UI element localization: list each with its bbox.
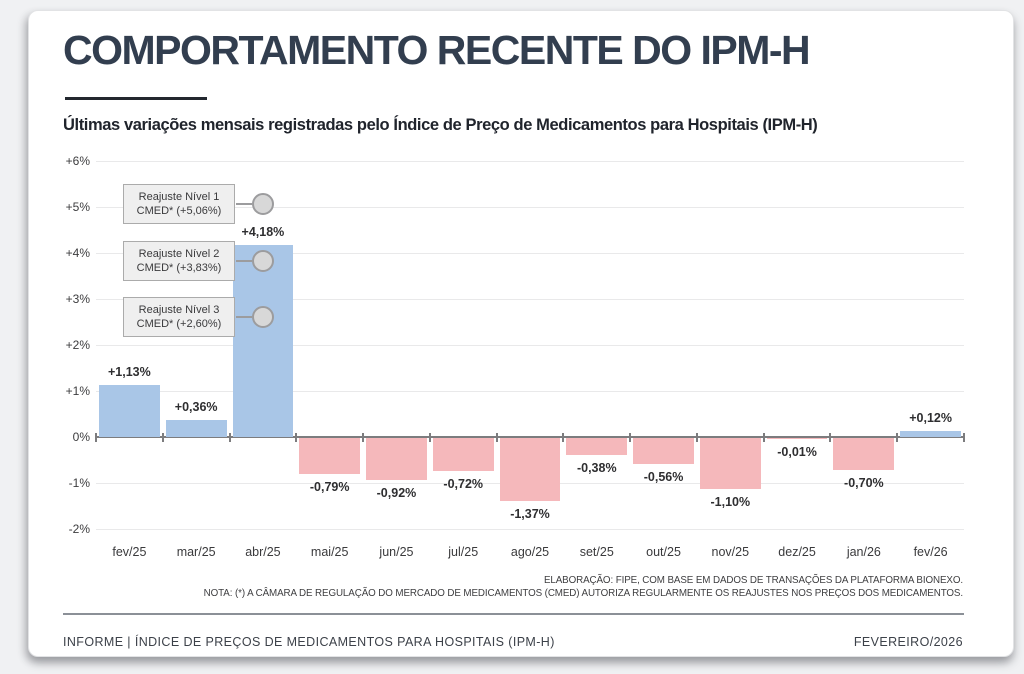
bar-value-label: -0,92% [376,486,417,501]
gridline [96,299,964,300]
bar-value-label: -0,70% [844,476,884,491]
y-axis-tick-label: +6% [65,154,90,168]
x-axis-tick [695,433,698,442]
x-axis-category-label: jan/26 [846,545,881,559]
x-axis-tick [963,433,965,442]
x-axis-category-label: fev/26 [913,545,948,559]
bar-value-label: +0,12% [909,411,952,426]
x-axis-tick [629,433,632,442]
bar-dez/25 [766,438,828,439]
x-axis-category-label: abr/25 [245,545,281,559]
bar-value-label: -0,72% [443,477,484,492]
bar-abr/25 [232,244,294,437]
annotation-line2: CMED* (+3,83%) [136,261,222,274]
annotation-line1: Reajuste Nível 2 [138,247,220,260]
gridline [96,529,964,530]
y-axis-tick-label: +2% [65,338,90,352]
y-axis-tick-label: +3% [65,292,90,306]
x-axis-category-label: jun/25 [379,545,414,559]
bar-set/25 [566,438,628,456]
bar-value-label: -0,56% [643,469,684,484]
annotation-marker-circle [251,249,274,272]
footer-divider [63,613,964,615]
bar-value-label: -1,10% [710,494,751,509]
x-axis-tick [228,433,231,442]
bar-fev/26 [900,431,961,437]
x-axis-category-label: dez/25 [778,545,816,559]
x-axis-tick [295,433,298,442]
annotation-box-nivel-3: Reajuste Nível 3 CMED* (+2,60%) [123,297,235,338]
bar-value-label: -0,01% [777,445,817,459]
bar-nov/25 [699,438,761,489]
x-axis-category-label: out/25 [646,545,681,559]
bar-ago/25 [499,438,561,502]
x-axis-category-label: mar/25 [176,545,216,559]
chart-subtitle: Últimas variações mensais registradas pe… [63,116,818,134]
annotation-connector [236,203,252,206]
gridline [96,253,964,254]
gridline [96,391,964,392]
x-axis-tick [362,433,365,442]
x-axis-tick [495,433,498,442]
x-axis-tick [829,433,832,442]
x-axis-tick [428,433,431,442]
page-title: COMPORTAMENTO RECENTE DO IPM-H [63,27,811,73]
x-axis-category-label: ago/25 [510,545,550,559]
bar-value-label: -0,79% [309,480,350,495]
bar-value-label: -1,37% [510,507,550,522]
x-axis-tick [95,433,97,442]
bar-jul/25 [432,438,494,472]
footer-report-name: INFORME | ÍNDICE DE PREÇOS DE MEDICAMENT… [63,635,555,649]
x-axis-tick [562,433,565,442]
plot-area: +6% +5% +4% +3% +2% +1% 0% -1% -2% +1,13% fev/25 +0… [66,154,965,559]
bar-value-label: +1,13% [108,365,151,380]
y-axis-tick-label: +1% [65,384,90,398]
annotation-line2: CMED* (+5,06%) [136,205,222,218]
y-axis-tick-label: -1% [68,476,90,490]
y-axis-tick-label: +5% [65,200,90,214]
x-axis-category-label: set/25 [579,545,614,559]
title-underline [65,97,207,100]
annotation-line2: CMED* (+2,60%) [136,318,222,331]
bar-jun/25 [366,438,427,481]
x-axis-tick [762,433,765,442]
annotation-line1: Reajuste Nível 1 [138,191,220,204]
bar-value-label: +4,18% [241,224,285,239]
y-axis-tick-label: +4% [65,246,90,260]
footer-date: FEVEREIRO/2026 [853,635,963,649]
x-axis-category-label: nov/25 [711,545,750,559]
gridline [96,345,964,346]
bar-value-label: +0,36% [174,400,218,415]
bar-value-label: -0,38% [576,461,617,476]
annotation-marker-circle [251,306,274,329]
bar-mar/25 [165,420,227,437]
x-axis-category-label: jul/25 [448,545,479,559]
bar-out/25 [633,438,694,464]
gridline [96,161,964,162]
bar-fev/25 [99,385,160,437]
note-cmed: NOTA: (*) A CÂMARA DE REGULAÇÃO DO MERCA… [203,588,963,599]
annotation-box-nivel-2: Reajuste Nível 2 CMED* (+3,83%) [123,240,235,281]
x-axis-line [96,436,964,438]
chart-notes: ELABORAÇÃO: FIPE, COM BASE EM DADOS DE T… [204,574,963,600]
annotation-line1: Reajuste Nível 3 [138,304,220,317]
gridline [96,207,964,208]
annotation-connector [236,316,252,319]
note-elaboracao: ELABORAÇÃO: FIPE, COM BASE EM DADOS DE T… [543,575,963,586]
x-axis-tick [161,433,164,442]
annotation-connector [236,259,252,262]
bar-jan/26 [833,438,895,471]
x-axis-category-label: mai/25 [310,545,349,559]
x-axis-tick [896,433,899,442]
x-axis-category-label: fev/25 [112,545,147,559]
y-axis-tick-label: 0% [72,430,90,444]
annotation-box-nivel-1: Reajuste Nível 1 CMED* (+5,06%) [123,184,235,225]
report-card: COMPORTAMENTO RECENTE DO IPM-H Últimas v… [28,10,1014,657]
annotation-marker-circle [251,193,274,216]
bar-mai/25 [299,438,361,475]
y-axis-tick-label: -2% [68,522,90,536]
